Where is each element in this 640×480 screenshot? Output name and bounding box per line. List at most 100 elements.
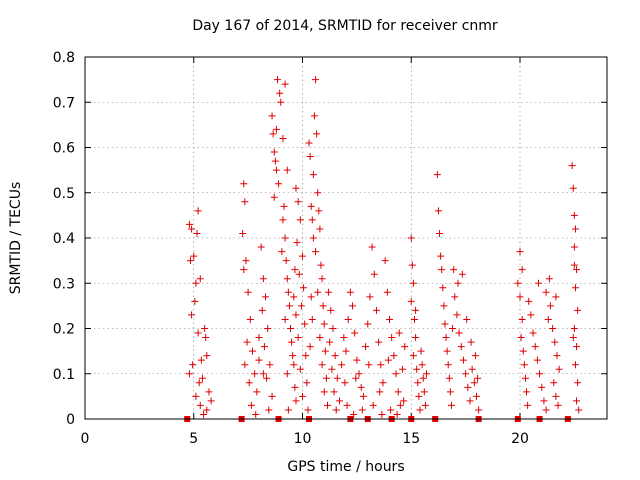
data-point xyxy=(517,334,525,342)
data-point xyxy=(255,356,263,364)
data-point xyxy=(240,266,248,274)
data-point xyxy=(570,261,578,269)
data-point xyxy=(244,288,252,296)
data-point xyxy=(268,392,276,400)
data-point xyxy=(326,338,334,346)
data-point xyxy=(399,365,407,373)
data-point xyxy=(305,139,313,147)
y-tick-label: 0 xyxy=(66,412,75,428)
data-point xyxy=(471,352,479,360)
data-point xyxy=(194,329,202,337)
data-point xyxy=(316,225,324,233)
data-point xyxy=(519,347,527,355)
data-point xyxy=(521,374,529,382)
data-point xyxy=(318,275,326,283)
data-point xyxy=(436,229,444,237)
data-point xyxy=(451,293,459,301)
data-point xyxy=(283,370,291,378)
data-point xyxy=(185,220,193,228)
data-point xyxy=(285,302,293,310)
y-tick-label: 0.6 xyxy=(53,141,75,157)
data-point xyxy=(524,401,532,409)
data-point xyxy=(239,229,247,237)
data-point xyxy=(290,361,298,369)
data-point xyxy=(293,239,301,247)
data-point xyxy=(418,361,426,369)
data-point xyxy=(392,370,400,378)
data-point xyxy=(295,270,303,278)
data-point xyxy=(353,356,361,364)
plot-frame xyxy=(84,56,608,420)
data-point xyxy=(312,248,320,256)
data-point xyxy=(252,410,260,418)
data-point xyxy=(379,379,387,387)
data-point xyxy=(296,216,304,224)
data-point xyxy=(307,293,315,301)
data-point xyxy=(358,406,366,414)
data-point xyxy=(292,397,300,405)
y-axis-label: SRMTID / TECUs xyxy=(8,182,24,295)
data-point xyxy=(534,279,542,287)
data-point xyxy=(335,397,343,405)
data-point xyxy=(364,320,372,328)
data-point xyxy=(332,406,340,414)
data-point xyxy=(307,202,315,210)
data-point xyxy=(416,406,424,414)
data-point xyxy=(270,193,278,201)
data-point xyxy=(207,397,215,405)
data-point xyxy=(570,243,578,251)
data-point xyxy=(467,338,475,346)
data-point xyxy=(303,379,311,387)
data-point xyxy=(257,243,265,251)
x-tick-label: 0 xyxy=(81,431,90,447)
data-point xyxy=(569,184,577,192)
data-point xyxy=(190,252,198,260)
data-point xyxy=(542,406,550,414)
data-point xyxy=(279,216,287,224)
data-point xyxy=(319,302,327,310)
data-point xyxy=(275,180,283,188)
data-point xyxy=(314,288,322,296)
data-point xyxy=(536,370,544,378)
data-point xyxy=(553,352,561,360)
data-point xyxy=(341,379,349,387)
data-point xyxy=(185,370,193,378)
data-point xyxy=(284,288,292,296)
data-point xyxy=(554,401,562,409)
data-point xyxy=(574,379,582,387)
data-point xyxy=(263,374,271,382)
data-point xyxy=(321,347,329,355)
data-point xyxy=(189,361,197,369)
data-point xyxy=(417,347,425,355)
chart-title: Day 167 of 2014, SRMTID for receiver cnm… xyxy=(192,18,498,34)
data-point xyxy=(322,374,330,382)
data-point xyxy=(289,352,297,360)
data-point xyxy=(394,388,402,396)
data-point xyxy=(441,320,449,328)
y-tick-label: 0.3 xyxy=(53,276,75,292)
data-point xyxy=(438,266,446,274)
data-point xyxy=(259,370,267,378)
x-tick-labels: 0 5 10 15 20 xyxy=(81,431,529,447)
data-point xyxy=(281,80,289,88)
data-point xyxy=(310,112,318,120)
data-point xyxy=(325,288,333,296)
data-point xyxy=(571,225,579,233)
y-tick-label: 0.7 xyxy=(53,95,75,111)
data-point xyxy=(273,76,281,84)
data-point xyxy=(368,243,376,251)
data-point xyxy=(386,315,393,323)
data-point xyxy=(552,293,560,301)
data-point xyxy=(365,361,373,369)
data-point xyxy=(552,392,560,400)
data-point xyxy=(320,388,328,396)
data-point xyxy=(362,343,370,351)
data-point xyxy=(573,343,581,351)
data-point xyxy=(258,306,266,314)
data-point xyxy=(308,216,316,224)
data-point xyxy=(370,270,378,278)
data-point xyxy=(457,343,465,351)
data-point xyxy=(396,401,404,409)
data-point xyxy=(571,361,579,369)
data-point xyxy=(338,361,346,369)
